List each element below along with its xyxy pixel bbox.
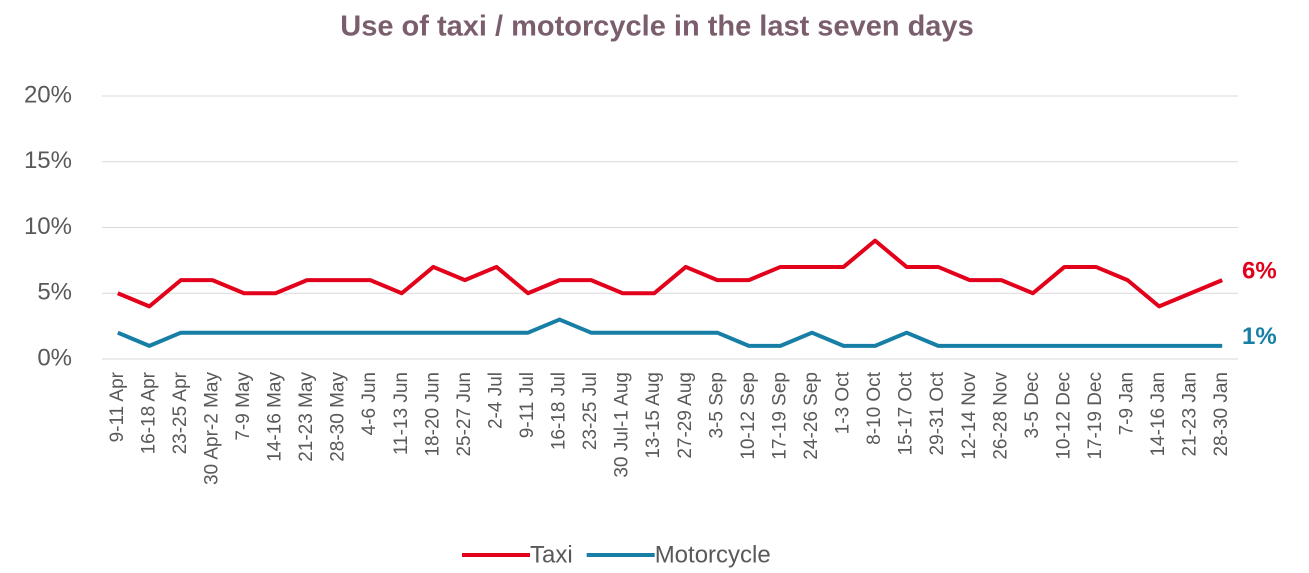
y-tick-label: 15% xyxy=(24,147,72,174)
x-tick-label: 7-9 Jan xyxy=(1117,372,1138,435)
y-tick-label: 0% xyxy=(37,344,72,371)
x-tick-label: 11-13 Jun xyxy=(391,372,412,455)
y-tick-label: 5% xyxy=(37,279,72,306)
line-series xyxy=(117,317,1223,348)
x-tick-label: 29-31 Oct xyxy=(927,371,948,455)
x-tick-label: 17-19 Sep xyxy=(769,372,790,460)
x-tick-label: 23-25 Jul xyxy=(580,372,601,450)
line-series xyxy=(117,238,1223,309)
x-tick-label: 28-30 May xyxy=(328,372,349,462)
legend-label: Taxi xyxy=(530,541,573,568)
x-tick-label: 18-20 Jun xyxy=(422,372,443,457)
x-tick-label: 16-18 Jul xyxy=(549,372,570,450)
x-tick-label: 3-5 Sep xyxy=(706,372,727,439)
x-tick-label: 12-14 Nov xyxy=(959,372,980,460)
x-tick-label: 23-25 Apr xyxy=(170,371,191,454)
x-tick-label: 30 Jul-1 Aug xyxy=(612,372,633,478)
legend-label: Motorcycle xyxy=(655,541,771,568)
x-tick-label: 27-29 Aug xyxy=(675,372,696,459)
x-tick-label: 30 Apr-2 May xyxy=(201,372,222,485)
x-tick-label: 28-30 Jan xyxy=(1211,372,1232,457)
end-label: 6% xyxy=(1242,257,1277,284)
x-tick-label: 16-18 Apr xyxy=(138,371,159,454)
x-tick-label: 2-4 Jul xyxy=(485,372,506,429)
x-tick-label: 14-16 May xyxy=(265,372,286,462)
x-tick-label: 10-12 Sep xyxy=(738,372,759,460)
x-tick-label: 4-6 Jun xyxy=(359,372,380,435)
x-tick-label: 15-17 Oct xyxy=(896,371,917,455)
x-tick-label: 8-10 Oct xyxy=(864,371,885,445)
x-tick-label: 13-15 Aug xyxy=(643,372,664,459)
end-label: 1% xyxy=(1242,323,1277,350)
x-tick-label: 14-16 Jan xyxy=(1148,372,1169,457)
y-tick-label: 20% xyxy=(24,81,72,108)
x-tick-label: 7-9 May xyxy=(233,372,254,441)
chart-title: Use of taxi / motorcycle in the last sev… xyxy=(340,11,973,43)
x-tick-label: 3-5 Dec xyxy=(1022,372,1043,439)
x-tick-label: 24-26 Sep xyxy=(801,372,822,460)
x-tick-label: 25-27 Jun xyxy=(454,372,475,457)
x-tick-label: 1-3 Oct xyxy=(833,371,854,434)
x-tick-label: 9-11 Jul xyxy=(517,372,538,438)
x-tick-label: 10-12 Dec xyxy=(1053,372,1074,460)
x-tick-label: 9-11 Apr xyxy=(107,371,128,442)
x-tick-label: 17-19 Dec xyxy=(1085,372,1106,460)
y-tick-label: 10% xyxy=(24,213,72,240)
x-tick-label: 21-23 Jan xyxy=(1180,372,1201,457)
x-tick-label: 26-28 Nov xyxy=(990,372,1011,460)
x-tick-label: 21-23 May xyxy=(296,372,317,462)
